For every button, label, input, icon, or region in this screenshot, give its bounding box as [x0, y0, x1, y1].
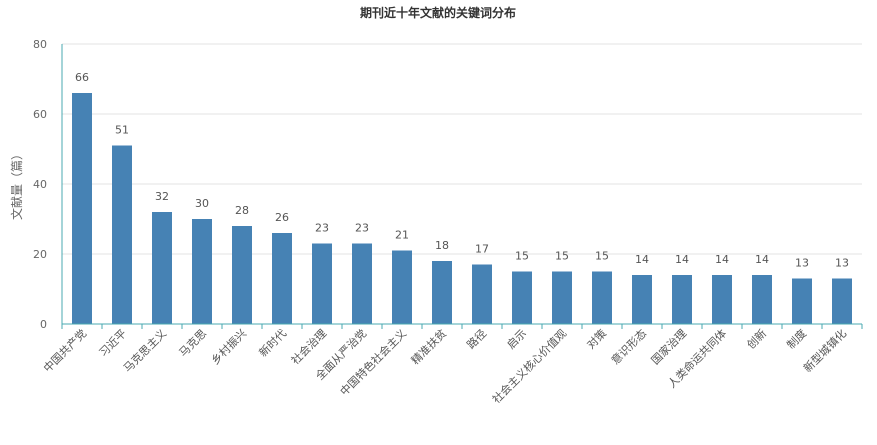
y-tick-label: 0 [40, 318, 47, 331]
data-label: 14 [715, 253, 729, 266]
gridlines [62, 43, 862, 255]
x-tick-label: 创新 [744, 326, 769, 351]
bar [792, 278, 812, 324]
data-label: 14 [675, 253, 689, 266]
data-label: 15 [595, 250, 609, 263]
x-tick-label: 对策 [584, 326, 609, 351]
data-label: 14 [635, 253, 649, 266]
data-label: 14 [755, 253, 769, 266]
bar [712, 275, 732, 324]
y-tick-label: 60 [33, 108, 47, 121]
bar [632, 275, 652, 324]
data-label: 26 [275, 211, 289, 224]
x-tick-label: 精准扶贫 [408, 326, 449, 367]
data-label: 23 [355, 222, 369, 235]
x-tick-label: 中国共产党 [40, 326, 89, 375]
data-label: 13 [835, 257, 849, 270]
data-label: 17 [475, 243, 489, 256]
x-tick-label: 意识形态 [608, 326, 649, 367]
bar [152, 212, 172, 324]
data-label: 66 [75, 71, 89, 84]
y-axis-ticks: 0 20 40 60 80 [33, 38, 47, 331]
bar [392, 250, 412, 324]
bar [752, 275, 772, 324]
x-tick-label: 新型城镇化 [800, 326, 849, 375]
bar [672, 275, 692, 324]
bar [512, 271, 532, 324]
chart-title: 期刊近十年文献的关键词分布 [360, 5, 516, 20]
x-tick-label: 马克思主义 [121, 327, 169, 375]
x-tick-label: 国家治理 [648, 326, 689, 367]
bar [352, 243, 372, 324]
data-label: 18 [435, 239, 449, 252]
bar [192, 219, 212, 324]
x-tick-label: 马克思 [177, 327, 210, 360]
data-label: 32 [155, 190, 169, 203]
bar [472, 264, 492, 324]
x-tick-label: 启示 [504, 327, 529, 352]
bars [72, 93, 852, 324]
y-tick-label: 80 [33, 38, 47, 51]
data-labels: 66 51 32 30 28 26 23 23 21 18 17 15 15 15 14 14 14 14 13 13 [75, 71, 849, 270]
axes [61, 44, 863, 329]
x-tick-label: 社会治理 [288, 326, 329, 367]
data-label: 28 [235, 204, 249, 217]
data-label: 13 [795, 257, 809, 270]
x-tick-label: 新时代 [256, 326, 289, 359]
bar [112, 145, 132, 324]
y-axis-label: 文献量（篇） [9, 148, 24, 220]
x-tick-label: 习近平 [97, 327, 130, 360]
data-label: 51 [115, 124, 129, 137]
bar [552, 271, 572, 324]
data-label: 15 [555, 250, 569, 263]
bar [72, 93, 92, 324]
bar [232, 226, 252, 324]
x-tick-label: 乡村振兴 [208, 326, 249, 367]
x-tick-label: 制度 [784, 326, 809, 351]
y-tick-label: 20 [33, 248, 47, 261]
bar [592, 271, 612, 324]
data-label: 21 [395, 229, 409, 242]
y-tick-label: 40 [33, 178, 47, 191]
x-tick-label: 路径 [464, 327, 489, 352]
data-label: 15 [515, 250, 529, 263]
bar [432, 261, 452, 324]
bar [272, 233, 292, 324]
data-label: 30 [195, 197, 209, 210]
data-label: 23 [315, 222, 329, 235]
bar [312, 243, 332, 324]
bar [832, 278, 852, 324]
x-tick-label: 社会主义核心价值观 [489, 326, 569, 406]
x-tick-label: 中国特色社会主义 [337, 326, 409, 398]
